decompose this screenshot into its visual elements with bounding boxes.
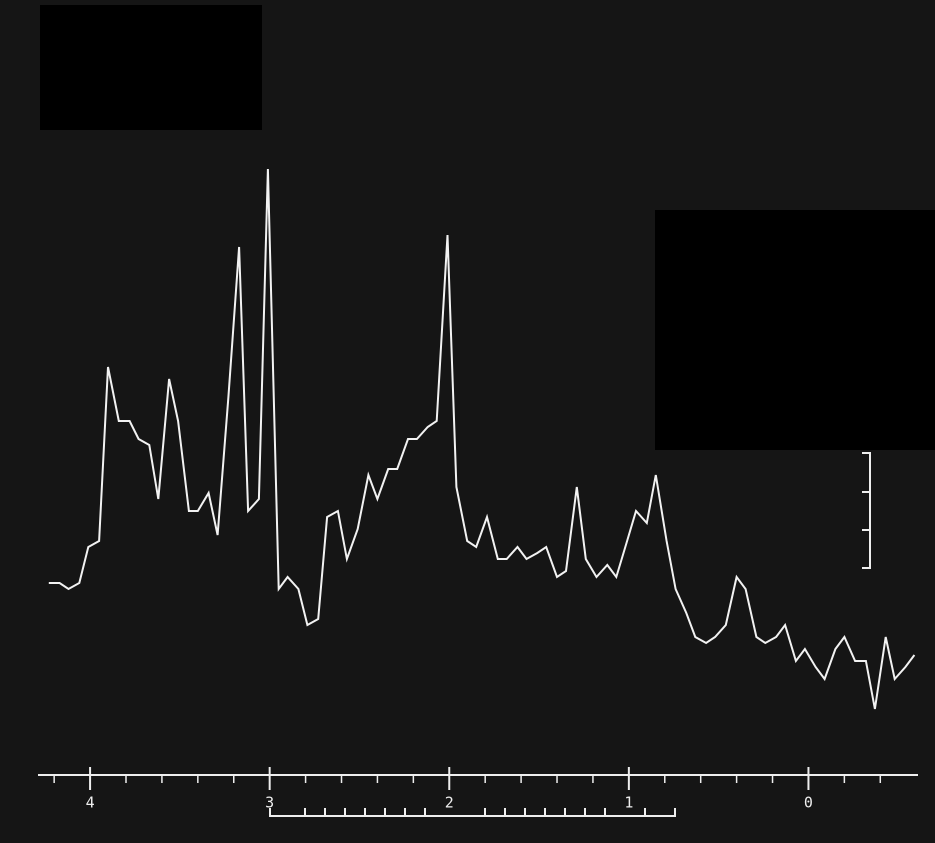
- redaction: [655, 210, 935, 450]
- chart: 4 3 2 1 0: [0, 0, 935, 843]
- x-tick-label: 1: [624, 794, 633, 812]
- x-tick-label: 2: [445, 794, 454, 812]
- x-tick-label: 3: [265, 794, 274, 812]
- x-tick-label: 0: [804, 794, 813, 812]
- redaction: [40, 5, 262, 130]
- x-tick-label: 4: [86, 794, 95, 812]
